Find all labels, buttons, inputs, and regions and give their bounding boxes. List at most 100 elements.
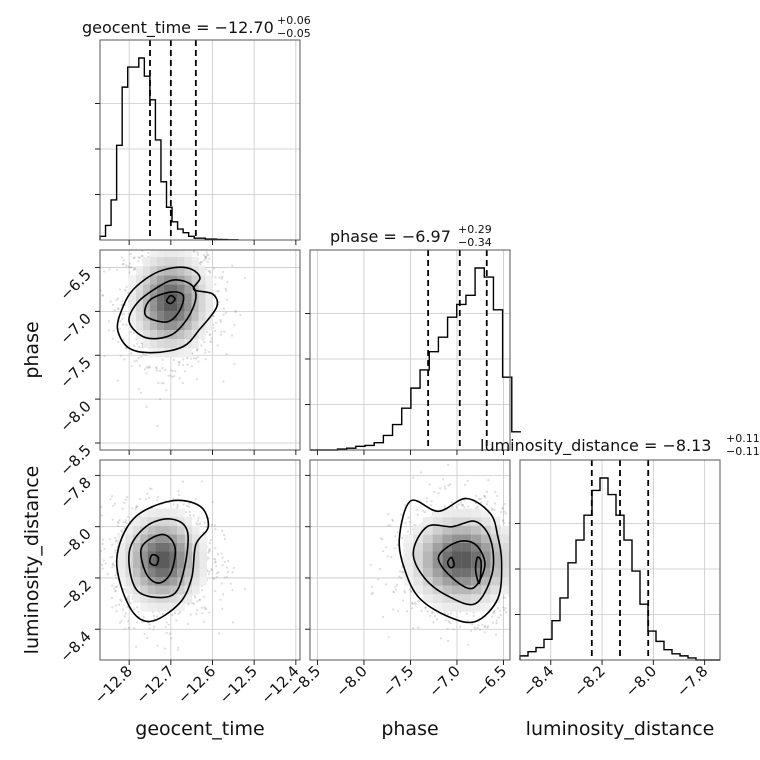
scatter-point	[517, 536, 519, 538]
scatter-point	[103, 270, 106, 273]
scatter-point	[171, 614, 174, 617]
scatter-point	[502, 596, 505, 599]
scatter-point	[217, 553, 220, 556]
density-block	[156, 339, 164, 349]
density-block	[125, 585, 133, 595]
scatter-point	[538, 601, 540, 603]
scatter-point	[203, 521, 206, 524]
scatter-point	[479, 497, 482, 500]
density-block	[192, 534, 200, 543]
scatter-point	[187, 622, 190, 626]
scatter-point	[125, 285, 128, 288]
panel-luminosity-distance-vs-phase: −8.5 −8.0 −7.5 −7.0 −6.5	[286, 459, 541, 701]
scatter-point	[483, 494, 486, 498]
scatter-point	[522, 546, 524, 548]
scatter-point	[125, 347, 128, 350]
density-block	[170, 330, 178, 340]
scatter-point	[199, 598, 202, 601]
scatter-point	[515, 542, 517, 544]
scatter-point	[397, 609, 400, 613]
panel-phase-histogram	[305, 249, 521, 455]
scatter-point	[112, 456, 114, 458]
density-block	[129, 311, 136, 321]
density-block	[198, 302, 206, 312]
scatter-point	[136, 606, 139, 609]
scatter-point	[198, 262, 201, 265]
scatter-point	[142, 615, 145, 619]
scatter-point	[137, 611, 140, 614]
scatter-point	[120, 599, 123, 603]
scatter-point	[121, 317, 124, 320]
scatter-point	[502, 606, 505, 609]
density-block	[147, 602, 155, 612]
scatter-point	[407, 516, 410, 519]
scatter-point	[136, 621, 139, 624]
scatter-point	[186, 363, 189, 366]
scatter-point	[449, 621, 452, 625]
density-block	[140, 517, 148, 526]
scatter-point	[114, 589, 117, 592]
scatter-point	[539, 520, 541, 522]
scatter-point	[95, 593, 97, 595]
y-tick-label-0: −8.4	[56, 627, 94, 665]
scatter-point	[129, 253, 132, 256]
scatter-point	[396, 531, 399, 534]
density-block	[191, 320, 199, 330]
scatter-point	[429, 614, 432, 617]
scatter-point	[477, 624, 480, 627]
density-block	[117, 560, 126, 569]
scatter-point	[102, 559, 105, 562]
scatter-point	[413, 601, 416, 605]
density-block	[136, 266, 143, 276]
scatter-point	[379, 537, 383, 540]
scatter-point	[152, 242, 154, 244]
scatter-point	[108, 538, 111, 541]
scatter-point	[189, 357, 193, 360]
scatter-point	[447, 620, 451, 623]
scatter-point	[214, 528, 217, 531]
title-geocent-time-sub: −0.05	[277, 27, 311, 40]
scatter-point	[196, 243, 198, 245]
scatter-point	[529, 535, 531, 537]
title-phase-sub: −0.34	[458, 236, 492, 249]
scatter-point	[214, 558, 217, 561]
scatter-point	[196, 348, 199, 351]
scatter-point	[401, 537, 404, 540]
scatter-point	[172, 358, 175, 361]
ylabel-luminosity-distance: luminosity_distance	[21, 466, 43, 655]
scatter-point	[221, 607, 224, 611]
scatter-point	[153, 234, 155, 236]
scatter-point	[400, 513, 403, 516]
y-tick-label-4: −6.5	[56, 266, 94, 304]
scatter-point	[218, 276, 221, 279]
scatter-point	[434, 614, 437, 618]
contour-level-3	[149, 553, 160, 567]
scatter-point	[497, 616, 500, 619]
scatter-point	[184, 242, 186, 244]
scatter-point	[496, 494, 499, 497]
scatter-point	[215, 575, 218, 579]
scatter-point	[122, 263, 125, 266]
scatter-point	[164, 368, 167, 371]
scatter-point	[119, 320, 122, 323]
scatter-point	[402, 599, 405, 602]
scatter-point	[141, 346, 144, 349]
scatter-point	[486, 503, 489, 506]
scatter-point	[420, 471, 423, 474]
density-block	[163, 320, 171, 330]
scatter-point	[222, 307, 225, 310]
density-block	[143, 257, 150, 267]
scatter-point	[461, 504, 464, 507]
scatter-point	[392, 591, 395, 594]
scatter-point	[525, 589, 527, 591]
scatter-point	[221, 275, 224, 278]
scatter-point	[125, 323, 128, 327]
scatter-point	[207, 573, 210, 576]
scatter-point	[513, 540, 515, 542]
density-block	[198, 266, 206, 276]
scatter-point	[200, 606, 204, 609]
x-tick-label-2: −8.0	[622, 662, 660, 700]
panel-luminosity-distance-vs-geocent-time: −12.8−12.7−12.6−12.5−12.4−8.4−8.2−8.0−7.…	[56, 456, 303, 707]
scatter-point	[137, 260, 140, 263]
scatter-point	[187, 505, 190, 508]
